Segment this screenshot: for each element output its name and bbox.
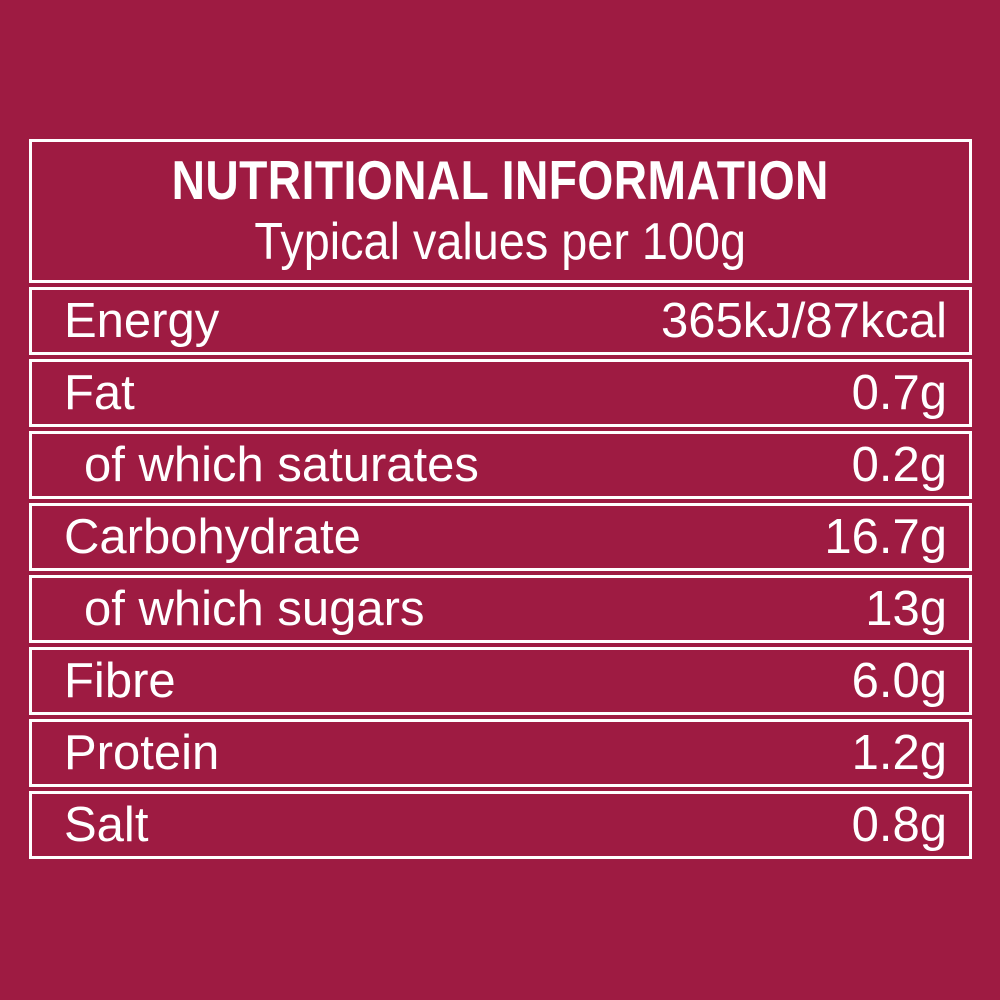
nutrient-value: 0.8g bbox=[851, 798, 947, 852]
nutrient-value: 0.7g bbox=[851, 366, 947, 420]
nutrient-name: of which saturates bbox=[84, 438, 479, 492]
nutrient-name: Carbohydrate bbox=[64, 510, 361, 564]
nutrient-value: 6.0g bbox=[851, 654, 947, 708]
nutrient-name: Salt bbox=[64, 798, 149, 852]
nutrition-title: NUTRITIONAL INFORMATION bbox=[171, 149, 830, 211]
table-row-energy: Energy 365kJ/87kcal bbox=[29, 287, 972, 355]
table-row-salt: Salt 0.8g bbox=[29, 791, 972, 859]
nutrient-name: Energy bbox=[64, 294, 220, 348]
nutrient-name: Fat bbox=[64, 366, 135, 420]
table-row-fibre: Fibre 6.0g bbox=[29, 647, 972, 715]
nutrient-value: 16.7g bbox=[824, 510, 947, 564]
nutrient-value: 13g bbox=[865, 582, 947, 636]
nutrient-name: Fibre bbox=[64, 654, 176, 708]
nutrient-value: 365kJ/87kcal bbox=[660, 294, 947, 348]
nutrition-subtitle: Typical values per 100g bbox=[254, 213, 747, 271]
table-row-fat: Fat 0.7g bbox=[29, 359, 972, 427]
table-row-sugars: of which sugars 13g bbox=[29, 575, 972, 643]
table-header: NUTRITIONAL INFORMATION Typical values p… bbox=[29, 139, 972, 283]
nutrient-name: Protein bbox=[64, 726, 220, 780]
nutrient-value: 1.2g bbox=[851, 726, 947, 780]
table-row-protein: Protein 1.2g bbox=[29, 719, 972, 787]
nutrition-table: NUTRITIONAL INFORMATION Typical values p… bbox=[29, 139, 972, 859]
nutrient-value: 0.2g bbox=[851, 438, 947, 492]
table-row-carbohydrate: Carbohydrate 16.7g bbox=[29, 503, 972, 571]
nutrient-name: of which sugars bbox=[84, 582, 425, 636]
table-row-saturates: of which saturates 0.2g bbox=[29, 431, 972, 499]
